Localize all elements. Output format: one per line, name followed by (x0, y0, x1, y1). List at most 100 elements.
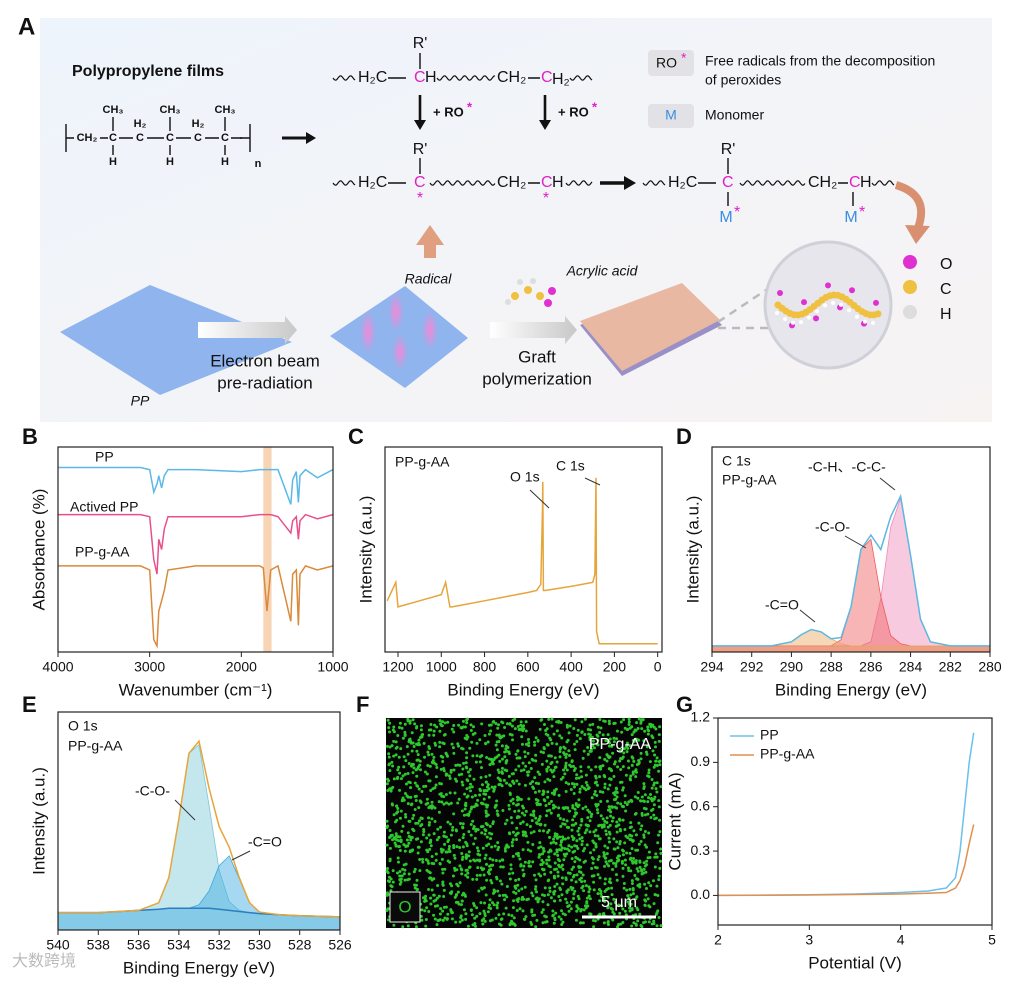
eds-dot (594, 844, 598, 848)
eds-dot (595, 783, 599, 787)
formula-text: CH₃ (215, 104, 236, 116)
eds-dot (625, 851, 629, 855)
eds-dot (429, 723, 433, 727)
eds-dot (434, 858, 438, 862)
eds-dot (590, 874, 594, 878)
eds-dot (645, 859, 649, 863)
eds-dot (415, 888, 419, 892)
eds-dot (523, 885, 527, 889)
eds-dot (438, 918, 442, 922)
eds-dot (404, 813, 408, 817)
eds-dot (562, 818, 566, 822)
eds-dot (613, 805, 617, 809)
eds-dot (632, 829, 636, 833)
eds-dot (514, 886, 518, 890)
eds-dot (532, 810, 536, 814)
y-axis-label: Intensity (a.u.) (683, 496, 702, 604)
eds-dot (534, 759, 538, 763)
eds-dot (510, 840, 514, 844)
eds-dot (488, 773, 492, 777)
eds-dot (534, 925, 538, 929)
eds-dot (533, 740, 537, 744)
eds-dot (610, 769, 614, 773)
eds-dot (609, 906, 613, 910)
eds-dot (601, 817, 605, 821)
eds-dot (490, 845, 494, 849)
eds-dot (493, 805, 497, 809)
eds-dot (546, 893, 550, 897)
eds-dot (580, 784, 584, 788)
eds-dot (388, 836, 392, 840)
eds-dot (390, 787, 394, 791)
polymer-atom (873, 299, 879, 306)
eds-dot (464, 873, 468, 877)
eds-dot (598, 790, 602, 794)
eds-dot (582, 908, 586, 912)
eds-dot (584, 884, 588, 888)
eds-dot (460, 899, 464, 903)
eds-dot (410, 802, 414, 806)
eds-dot (630, 879, 634, 883)
eds-dot (528, 782, 532, 786)
eds-dot (452, 768, 456, 772)
eds-dot (578, 737, 582, 741)
eds-dot (578, 837, 582, 841)
eds-dot (567, 844, 571, 848)
eds-dot (591, 744, 595, 748)
eds-dot (570, 828, 574, 832)
eds-dot (388, 721, 392, 725)
eds-dot (580, 839, 584, 843)
eds-dot (632, 857, 636, 861)
eds-dot (507, 803, 511, 807)
eds-dot (550, 724, 554, 728)
eds-dot (510, 724, 514, 728)
eds-dot (507, 774, 511, 778)
eds-dot (421, 732, 425, 736)
eds-dot (627, 766, 631, 770)
eds-dot (412, 766, 416, 770)
eds-dot (398, 870, 402, 874)
eds-dot (551, 806, 555, 810)
panel-label: F (356, 692, 369, 717)
eds-dot (510, 733, 514, 737)
eds-dot (511, 801, 515, 805)
eds-dot (643, 882, 647, 886)
eds-dot (556, 874, 560, 878)
eds-dot (429, 844, 433, 848)
y-tick-label: 1.2 (691, 709, 711, 725)
eds-dot (440, 724, 444, 728)
eds-dot (429, 840, 433, 844)
eds-dot (658, 818, 662, 822)
eds-dot (516, 831, 520, 835)
eds-dot (492, 786, 496, 790)
eds-dot (414, 794, 418, 798)
eds-dot (468, 859, 472, 863)
eds-dot (603, 864, 607, 868)
eds-dot (448, 791, 452, 795)
eds-dot (388, 769, 392, 773)
eds-dot (570, 887, 574, 891)
process-arrow (198, 316, 297, 344)
eds-dot (617, 823, 621, 827)
eds-dot (485, 755, 489, 759)
eds-dot (636, 869, 640, 873)
eds-dot (404, 815, 408, 819)
eds-dot (465, 813, 469, 817)
eds-dot (485, 835, 489, 839)
eds-dot (467, 865, 471, 869)
eds-dot (527, 744, 531, 748)
eds-dot (510, 914, 514, 918)
eds-dot (395, 804, 399, 808)
eds-dot (484, 775, 488, 779)
eds-dot (456, 801, 460, 805)
eds-dot (388, 828, 392, 832)
panel-label: G (676, 692, 693, 717)
eds-dot (586, 816, 590, 820)
eds-dot (639, 827, 643, 831)
plot-frame (384, 446, 663, 653)
eds-dot (606, 825, 610, 829)
eds-dot (571, 865, 575, 869)
eds-dot (522, 768, 526, 772)
eds-dot (416, 758, 420, 762)
eds-dot (460, 918, 464, 922)
